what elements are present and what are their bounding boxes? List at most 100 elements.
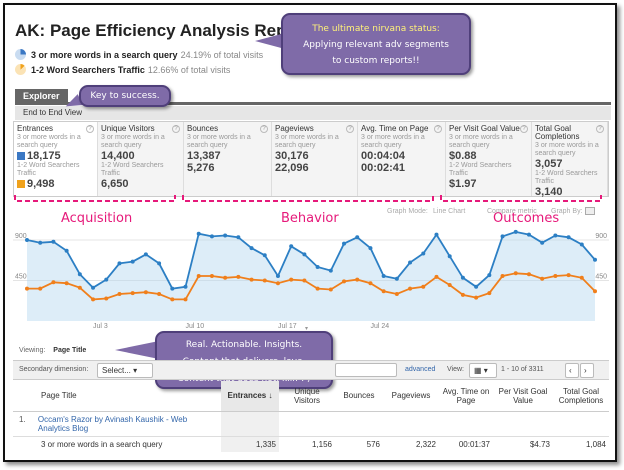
data-point [25, 286, 29, 291]
data-point [394, 276, 399, 281]
column-header[interactable]: Bounces [335, 381, 383, 412]
metric-cell[interactable]: ? Bounces 3 or more words in a search quer… [184, 122, 272, 196]
metric-name: Per Visit Goal Value [449, 124, 520, 133]
metric-cell[interactable]: ? Unique Visitors 3 or more words in a sea… [98, 122, 184, 196]
data-point [500, 274, 505, 278]
table-cell [439, 411, 493, 436]
metric-name: Bounces [187, 124, 219, 133]
data-point [553, 274, 558, 278]
data-point [236, 274, 241, 279]
data-point [25, 238, 29, 242]
data-point [487, 273, 492, 278]
column-header[interactable]: Pageviews [383, 381, 439, 412]
data-point [51, 239, 56, 244]
row-index: 1. [19, 414, 26, 424]
column-header[interactable]: Avg. Time on Page [439, 381, 493, 412]
tab-explorer[interactable]: Explorer [15, 89, 68, 105]
metric-value-1: 00:04:04 [361, 150, 442, 162]
metric-segment-2: 1-2 Word Searchers Traffic [449, 162, 512, 177]
viewing-dimension[interactable]: Page Title [53, 347, 87, 354]
table-cell [553, 411, 609, 436]
chart-resize-handle[interactable]: ▾ [305, 326, 309, 332]
segment-1-label: 3 or more words in a search query [31, 50, 178, 60]
group-label-acquisition: Acquisition [61, 211, 133, 226]
page-title-link[interactable]: Occam's Razor by Avinash Kaushik - Web A… [37, 414, 188, 433]
data-point [328, 268, 333, 273]
data-point [77, 285, 82, 290]
segment-2-label: 1-2 Word Searchers Traffic [31, 65, 145, 75]
metric-value: 5,276 [187, 162, 215, 174]
data-point [342, 279, 347, 284]
data-table: Page Title Entrances ↓ Unique Visitors B… [13, 381, 609, 452]
help-icon[interactable]: ? [596, 125, 604, 133]
help-icon[interactable]: ? [172, 125, 180, 133]
metric-group-brackets [14, 195, 602, 202]
subtab-end-to-end[interactable]: End to End View [15, 106, 611, 120]
data-point [130, 259, 135, 264]
viewing-row: Viewing: Page Title [19, 347, 86, 354]
metric-name: Entrances [17, 124, 54, 133]
advanced-link[interactable]: advanced [405, 366, 436, 373]
x-tick-label: Jul 17 [278, 323, 297, 329]
data-point [262, 253, 267, 258]
data-point [474, 284, 479, 289]
segment-2[interactable]: 1-2 Word Searchers Traffic 12.66% of tota… [15, 64, 230, 75]
data-point [540, 240, 545, 245]
segment-row-label: 3 or more words in a search query [41, 439, 163, 449]
bracket-acquisition [14, 195, 176, 202]
metric-cell[interactable]: ? Entrances 3 or more words in a search qu… [14, 122, 98, 196]
segment-1[interactable]: 3 or more words in a search query 24.19% … [15, 49, 263, 60]
metric-value: 13,387 [187, 150, 221, 162]
next-page-icon[interactable]: › [580, 363, 594, 378]
y-tick-right: 900 [595, 233, 607, 240]
table-cell [335, 411, 383, 436]
graph-by-label: Graph By: [551, 208, 583, 215]
table-toolbar: Secondary dimension: Select... ▾ advance… [13, 360, 609, 380]
data-point [223, 233, 228, 238]
data-point [209, 274, 214, 278]
calendar-icon[interactable] [585, 207, 595, 215]
data-point [355, 277, 360, 282]
grid-view-icon[interactable]: ▦ ▾ [469, 363, 497, 378]
callout-tail [255, 33, 285, 49]
data-point [117, 292, 122, 296]
series-line [27, 272, 596, 301]
data-point [487, 291, 492, 296]
line-chart-option[interactable]: Line Chart [433, 208, 466, 215]
metric-value-2: 00:02:41 [361, 162, 442, 174]
data-point [408, 286, 413, 291]
metric-cell[interactable]: ? Pageviews 3 or more words in a search qu… [272, 122, 358, 196]
help-icon[interactable]: ? [346, 125, 354, 133]
help-icon[interactable]: ? [520, 125, 528, 133]
y-tick-left: 900 [15, 233, 27, 240]
compare-metric-option[interactable]: Compare metric [487, 208, 537, 215]
column-header[interactable]: Total Goal Completions [553, 381, 609, 412]
data-point [566, 235, 571, 240]
help-icon[interactable]: ? [86, 125, 94, 133]
help-icon[interactable]: ? [260, 125, 268, 133]
help-icon[interactable]: ? [434, 125, 442, 133]
data-point [421, 251, 426, 256]
data-point [77, 272, 82, 277]
data-point [553, 233, 558, 238]
metric-value-1: 3,057 [535, 158, 604, 170]
metric-cell[interactable]: ? Avg. Time on Page 3 or more words in a s… [358, 122, 446, 196]
secondary-dimension-select[interactable]: Select... ▾ [97, 363, 153, 378]
column-header[interactable]: Per Visit Goal Value [493, 381, 553, 412]
prev-page-icon[interactable]: ‹ [565, 363, 579, 378]
column-header[interactable]: Page Title [13, 381, 221, 412]
data-point [434, 274, 439, 279]
callout-tail [115, 341, 159, 359]
search-input[interactable] [335, 363, 397, 377]
metric-cell[interactable]: ? Per Visit Goal Value 3 or more words in … [446, 122, 532, 196]
metric-value: 3,057 [535, 158, 563, 170]
metric-value-2: 9,498 [17, 178, 94, 190]
table-cell [221, 411, 279, 436]
metric-cell[interactable]: ? Total Goal Completions 3 or more words i… [532, 122, 608, 198]
metric-segment-1: 3 or more words in a search query [449, 134, 513, 149]
column-header[interactable]: Unique Visitors [279, 381, 335, 412]
column-header-sorted[interactable]: Entrances ↓ [221, 381, 279, 412]
data-point [381, 274, 386, 278]
data-point [315, 265, 320, 269]
data-point [209, 234, 214, 239]
